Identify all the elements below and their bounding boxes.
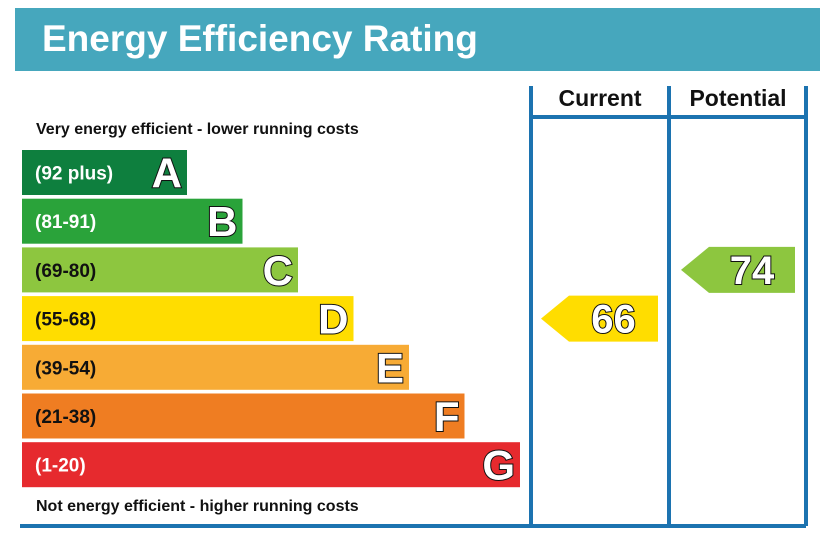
band-letter-b: B — [207, 198, 237, 245]
band-range-g: (1-20) — [35, 456, 86, 477]
rating-value-potential: 74 — [730, 249, 775, 293]
band-letter-d: D — [318, 296, 348, 343]
rating-arrow-current — [541, 295, 658, 342]
band-bar-f — [22, 393, 465, 439]
rating-bands: (92 plus) A (81-91) B (69-80) C (55-68) D (39-54… — [22, 149, 520, 490]
caption-very-efficient: Very energy efficient - lower running co… — [36, 121, 359, 138]
band-range-a: (92 plus) — [35, 164, 113, 185]
band-letter-g: G — [482, 442, 515, 489]
rating-arrows: 66 74 — [541, 246, 795, 343]
band-range-e: (39-54) — [35, 358, 96, 379]
band-bar-g — [22, 442, 520, 488]
page-title: Energy Efficiency Rating — [42, 18, 478, 59]
column-header-current: Current — [558, 85, 641, 111]
caption-not-efficient: Not energy efficient - higher running co… — [36, 498, 359, 515]
rating-table-frame — [20, 86, 808, 528]
band-bar-a — [22, 150, 187, 195]
band-letter-f: F — [434, 393, 460, 440]
band-range-f: (21-38) — [35, 407, 96, 428]
band-bar-e — [22, 344, 409, 390]
band-range-c: (69-80) — [35, 261, 96, 282]
column-header-potential: Potential — [689, 85, 786, 111]
band-bar-d — [22, 296, 354, 342]
rating-value-current: 66 — [591, 298, 636, 342]
band-letter-a: A — [152, 150, 182, 197]
title-bar — [15, 8, 820, 71]
band-letter-c: C — [263, 247, 293, 294]
rating-arrow-potential — [681, 246, 795, 293]
band-bar-b — [22, 198, 243, 244]
band-bar-c — [22, 247, 298, 293]
band-range-b: (81-91) — [35, 212, 96, 233]
band-letter-e: E — [376, 344, 404, 391]
band-range-d: (55-68) — [35, 310, 96, 331]
